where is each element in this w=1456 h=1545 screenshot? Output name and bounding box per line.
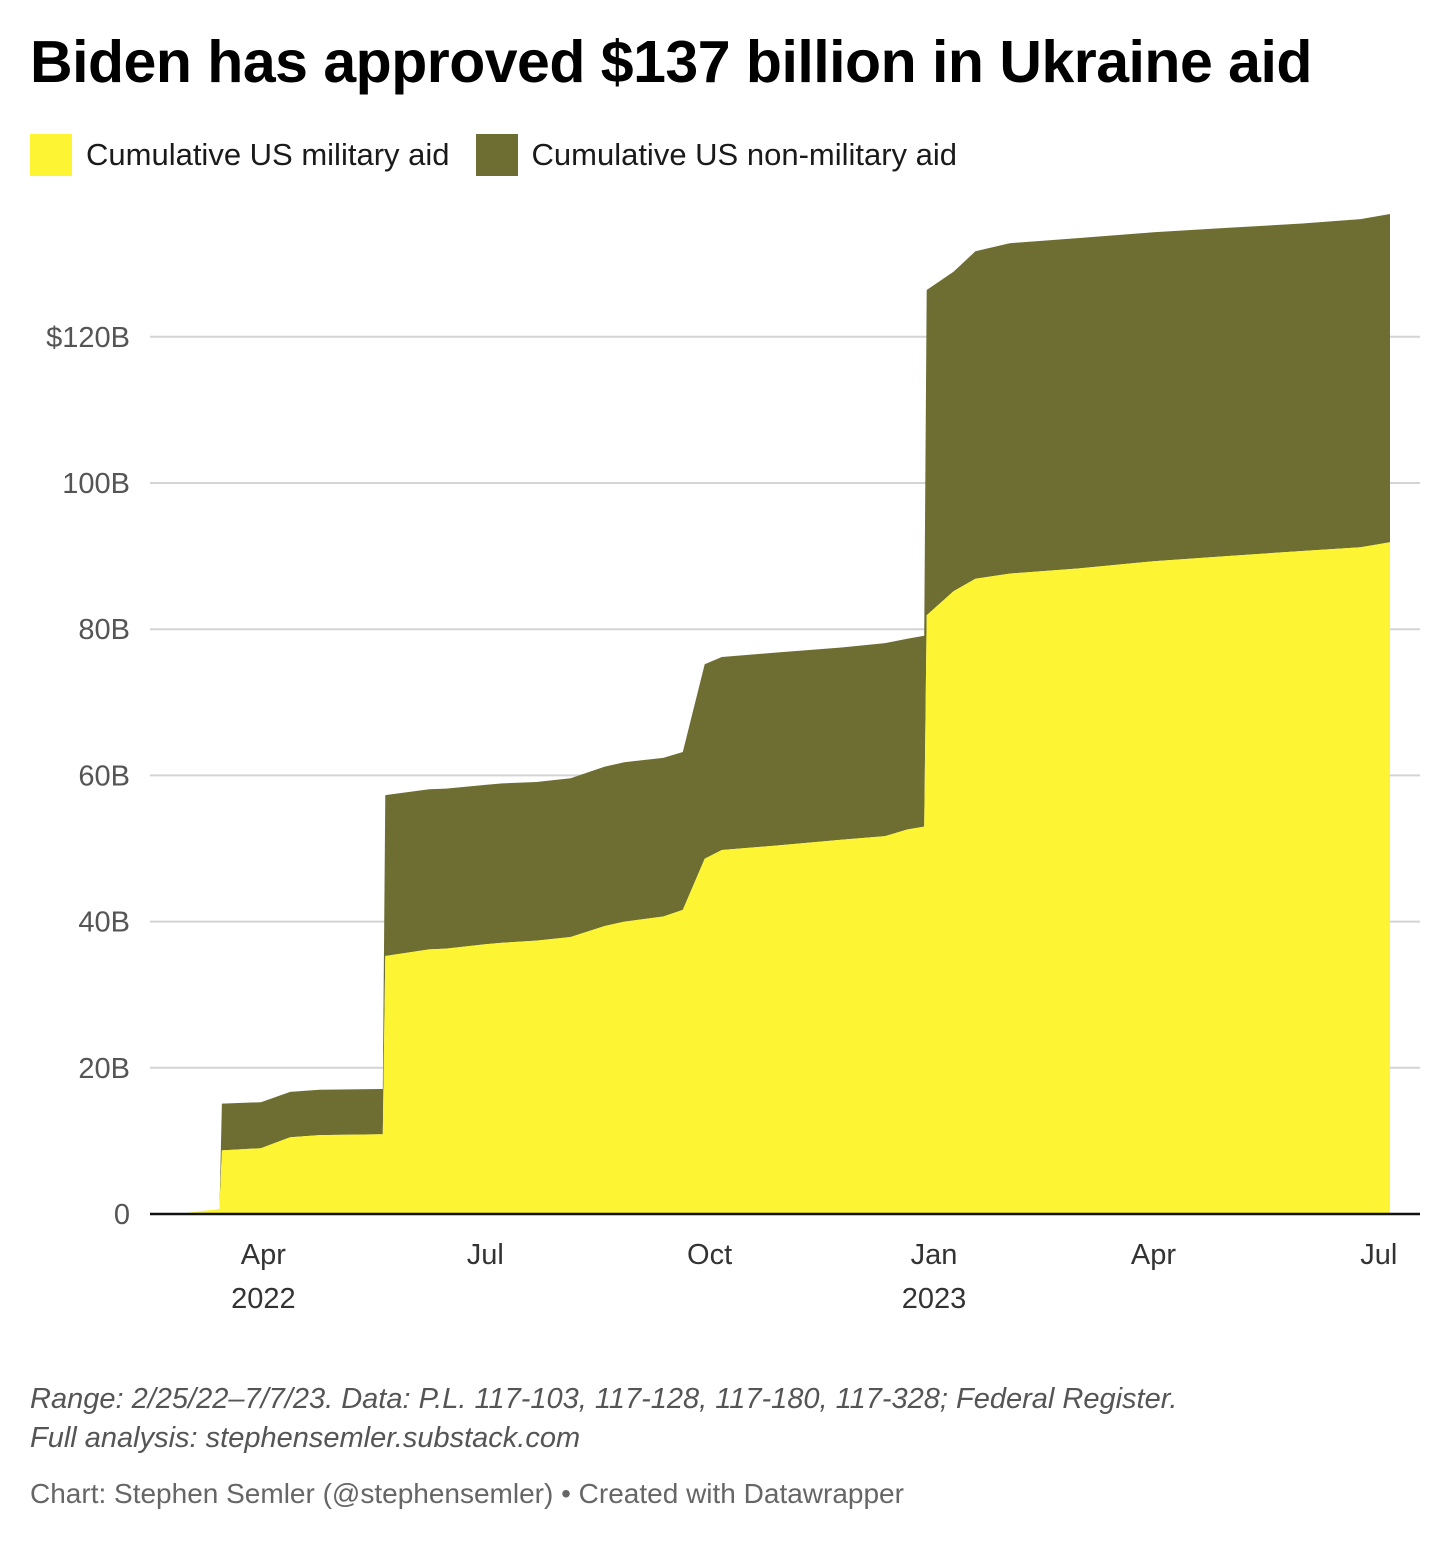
y-tick-label-40: 40B	[78, 907, 130, 939]
x-tick-label-0: Apr	[241, 1239, 286, 1271]
legend-item-military: Cumulative US military aid	[30, 134, 450, 176]
y-tick-label-0: 0	[114, 1199, 130, 1231]
stacked-area-chart: 0 20B 40B 60B 80B 100B $120B Apr 2022 Jul Oct Jan 20…	[46, 214, 1420, 1315]
legend: Cumulative US military aid Cumulative US…	[30, 134, 983, 176]
legend-label-non-military: Cumulative US non-military aid	[531, 137, 958, 172]
y-tick-label-120: $120B	[46, 322, 130, 354]
notes-analysis-line: Full analysis: stephensemler.substack.co…	[30, 1422, 581, 1454]
area-non-military-aid	[178, 214, 1390, 1214]
chart-credit: Chart: Stephen Semler (@stephensemler) •…	[30, 1478, 904, 1509]
legend-label-military: Cumulative US military aid	[86, 137, 450, 172]
legend-swatch-military	[30, 134, 72, 176]
chart-notes: Range: 2/25/22–7/7/23. Data: P.L. 117-10…	[30, 1380, 1430, 1458]
x-tick-sublabel-3: 2023	[902, 1283, 967, 1315]
x-tick-label-2: Oct	[687, 1239, 732, 1271]
x-tick-sublabel-0: 2022	[231, 1283, 296, 1315]
y-tick-label-20: 20B	[78, 1053, 130, 1085]
legend-swatch-non-military	[475, 134, 518, 176]
x-tick-label-4: Apr	[1131, 1239, 1176, 1271]
y-tick-label-80: 80B	[78, 614, 130, 646]
legend-item-non-military: Cumulative US non-military aid	[475, 134, 958, 176]
y-tick-label-100: 100B	[62, 468, 130, 500]
area-military-aid	[178, 542, 1390, 1214]
x-tick-label-1: Jul	[467, 1239, 504, 1271]
notes-range-line: Range: 2/25/22–7/7/23. Data: P.L. 117-10…	[30, 1383, 1178, 1415]
x-tick-label-3: Jan	[911, 1239, 958, 1271]
y-tick-label-60: 60B	[78, 760, 130, 792]
chart-title: Biden has approved $137 billion in Ukrai…	[30, 29, 1312, 95]
x-tick-label-5: Jul	[1360, 1239, 1397, 1271]
